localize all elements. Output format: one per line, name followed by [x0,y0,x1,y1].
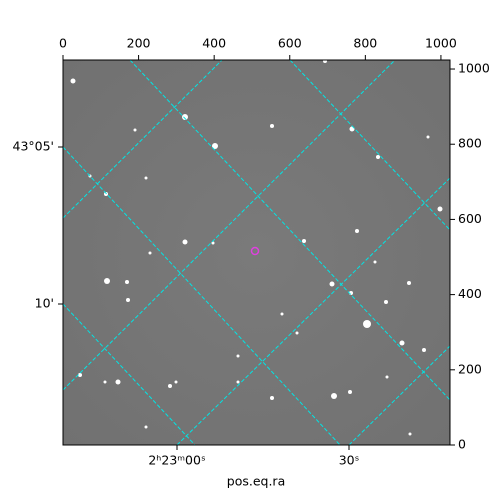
y-tick-label: 0 [458,437,466,452]
x-tick-label: 600 [278,36,302,51]
grid-line [63,146,341,445]
grid-line [289,60,450,231]
stars [70,60,443,436]
axes-frame [62,59,451,446]
x-axis-label: pos.eq.ra [227,474,285,489]
y-tick-label: 1000 [458,61,490,76]
y-tick-label: 800 [458,136,482,151]
y-tick-label: 600 [458,211,482,226]
sky-image [63,60,450,445]
grid-line [63,303,196,445]
grid-line [63,60,396,391]
ra-tick-label: 30ˢ [339,453,360,468]
dec-tick-label: 10' [35,296,54,311]
x-tick-label: 0 [59,36,67,51]
x-tick-label: 400 [202,36,226,51]
ra-tick-label: 2ʰ23ᵐ00ˢ [148,453,205,468]
target-marker [250,246,260,256]
x-tick-label: 1000 [425,36,457,51]
y-tick-label: 200 [458,361,482,376]
grid-line [63,60,223,219]
grid-line [348,345,450,445]
dec-tick-label: 43°05' [13,139,55,154]
grid-line [176,177,450,445]
y-tick-label: 400 [458,286,482,301]
x-tick-label: 800 [353,36,377,51]
coordinate-grid [63,60,450,445]
x-tick-label: 200 [127,36,151,51]
